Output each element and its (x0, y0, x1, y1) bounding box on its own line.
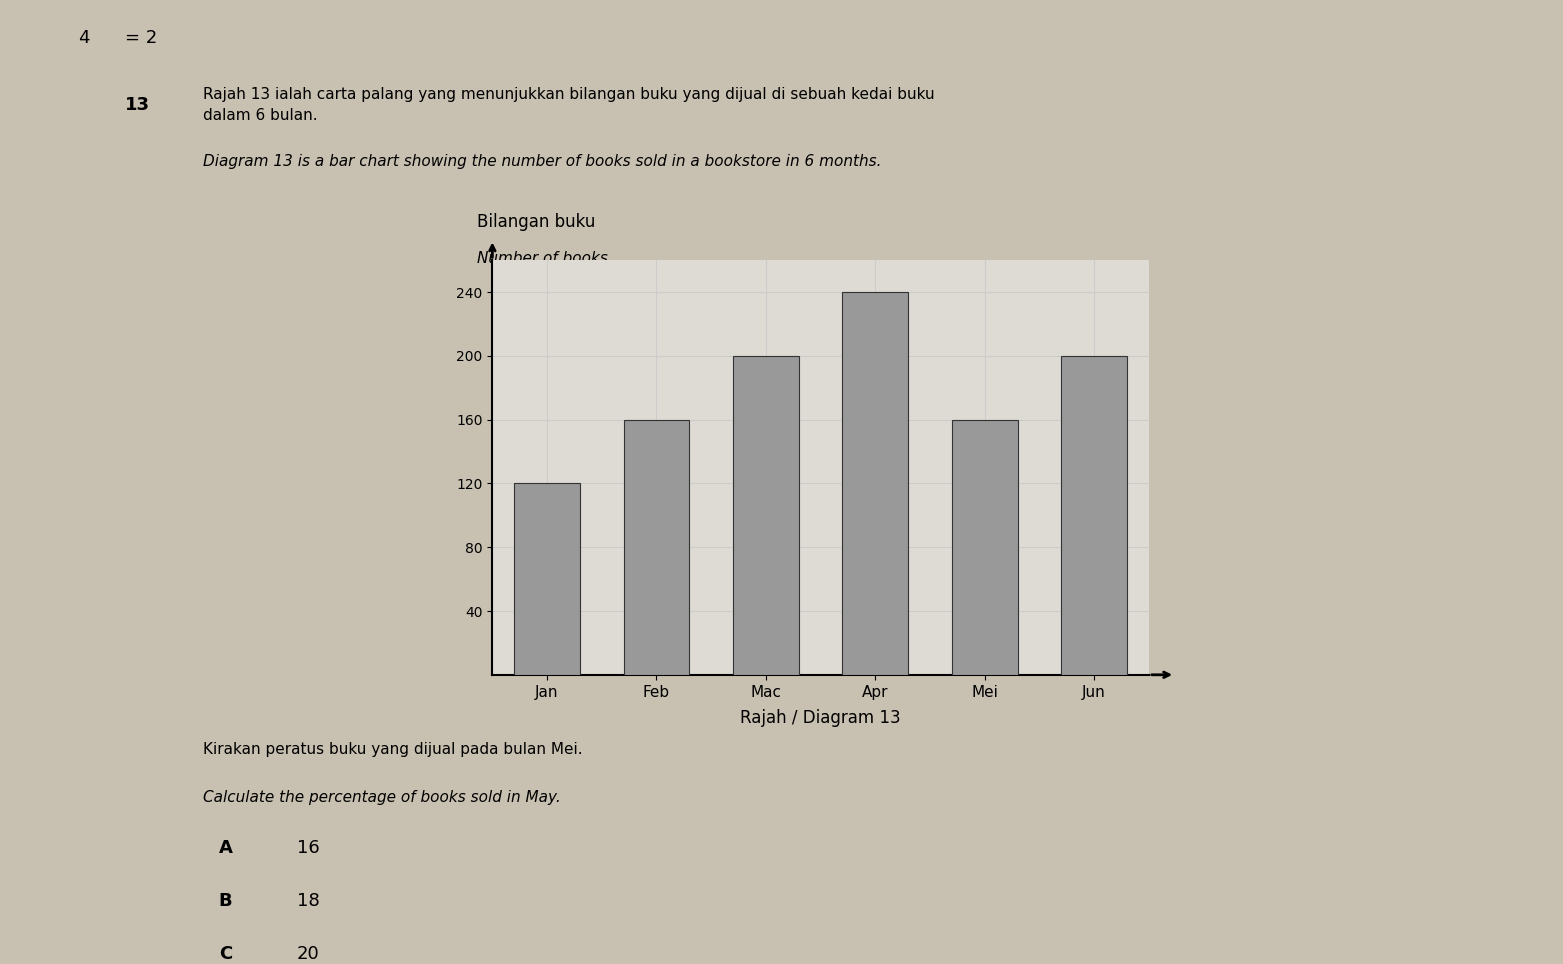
Text: Bilangan buku: Bilangan buku (477, 213, 596, 231)
Bar (1061, 356, 1127, 675)
Text: 16: 16 (297, 839, 320, 857)
Bar (733, 356, 799, 675)
Bar (514, 484, 580, 675)
Text: Diagram 13 is a bar chart showing the number of books sold in a bookstore in 6 m: Diagram 13 is a bar chart showing the nu… (203, 154, 882, 170)
Text: Number of books: Number of books (477, 251, 608, 266)
Text: Kirakan peratus buku yang dijual pada bulan Mei.: Kirakan peratus buku yang dijual pada bu… (203, 742, 583, 758)
Text: Calculate the percentage of books sold in May.: Calculate the percentage of books sold i… (203, 790, 561, 806)
Bar (842, 292, 908, 675)
Text: A: A (219, 839, 233, 857)
Bar (624, 419, 689, 675)
Text: 13: 13 (125, 96, 150, 115)
Text: Rajah 13 ialah carta palang yang menunjukkan bilangan buku yang dijual di sebuah: Rajah 13 ialah carta palang yang menunju… (203, 87, 935, 122)
Text: Rajah / Diagram 13: Rajah / Diagram 13 (741, 709, 900, 727)
Text: = 2: = 2 (125, 29, 158, 47)
Text: C: C (219, 945, 231, 963)
Text: 20: 20 (297, 945, 320, 963)
Text: B: B (219, 892, 233, 910)
Bar (952, 419, 1018, 675)
Text: 4: 4 (78, 29, 89, 47)
Text: 18: 18 (297, 892, 320, 910)
